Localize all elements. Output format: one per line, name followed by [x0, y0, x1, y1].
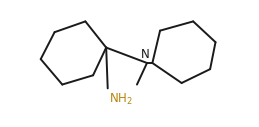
Text: N: N: [141, 48, 150, 61]
Text: NH$_2$: NH$_2$: [109, 92, 133, 107]
